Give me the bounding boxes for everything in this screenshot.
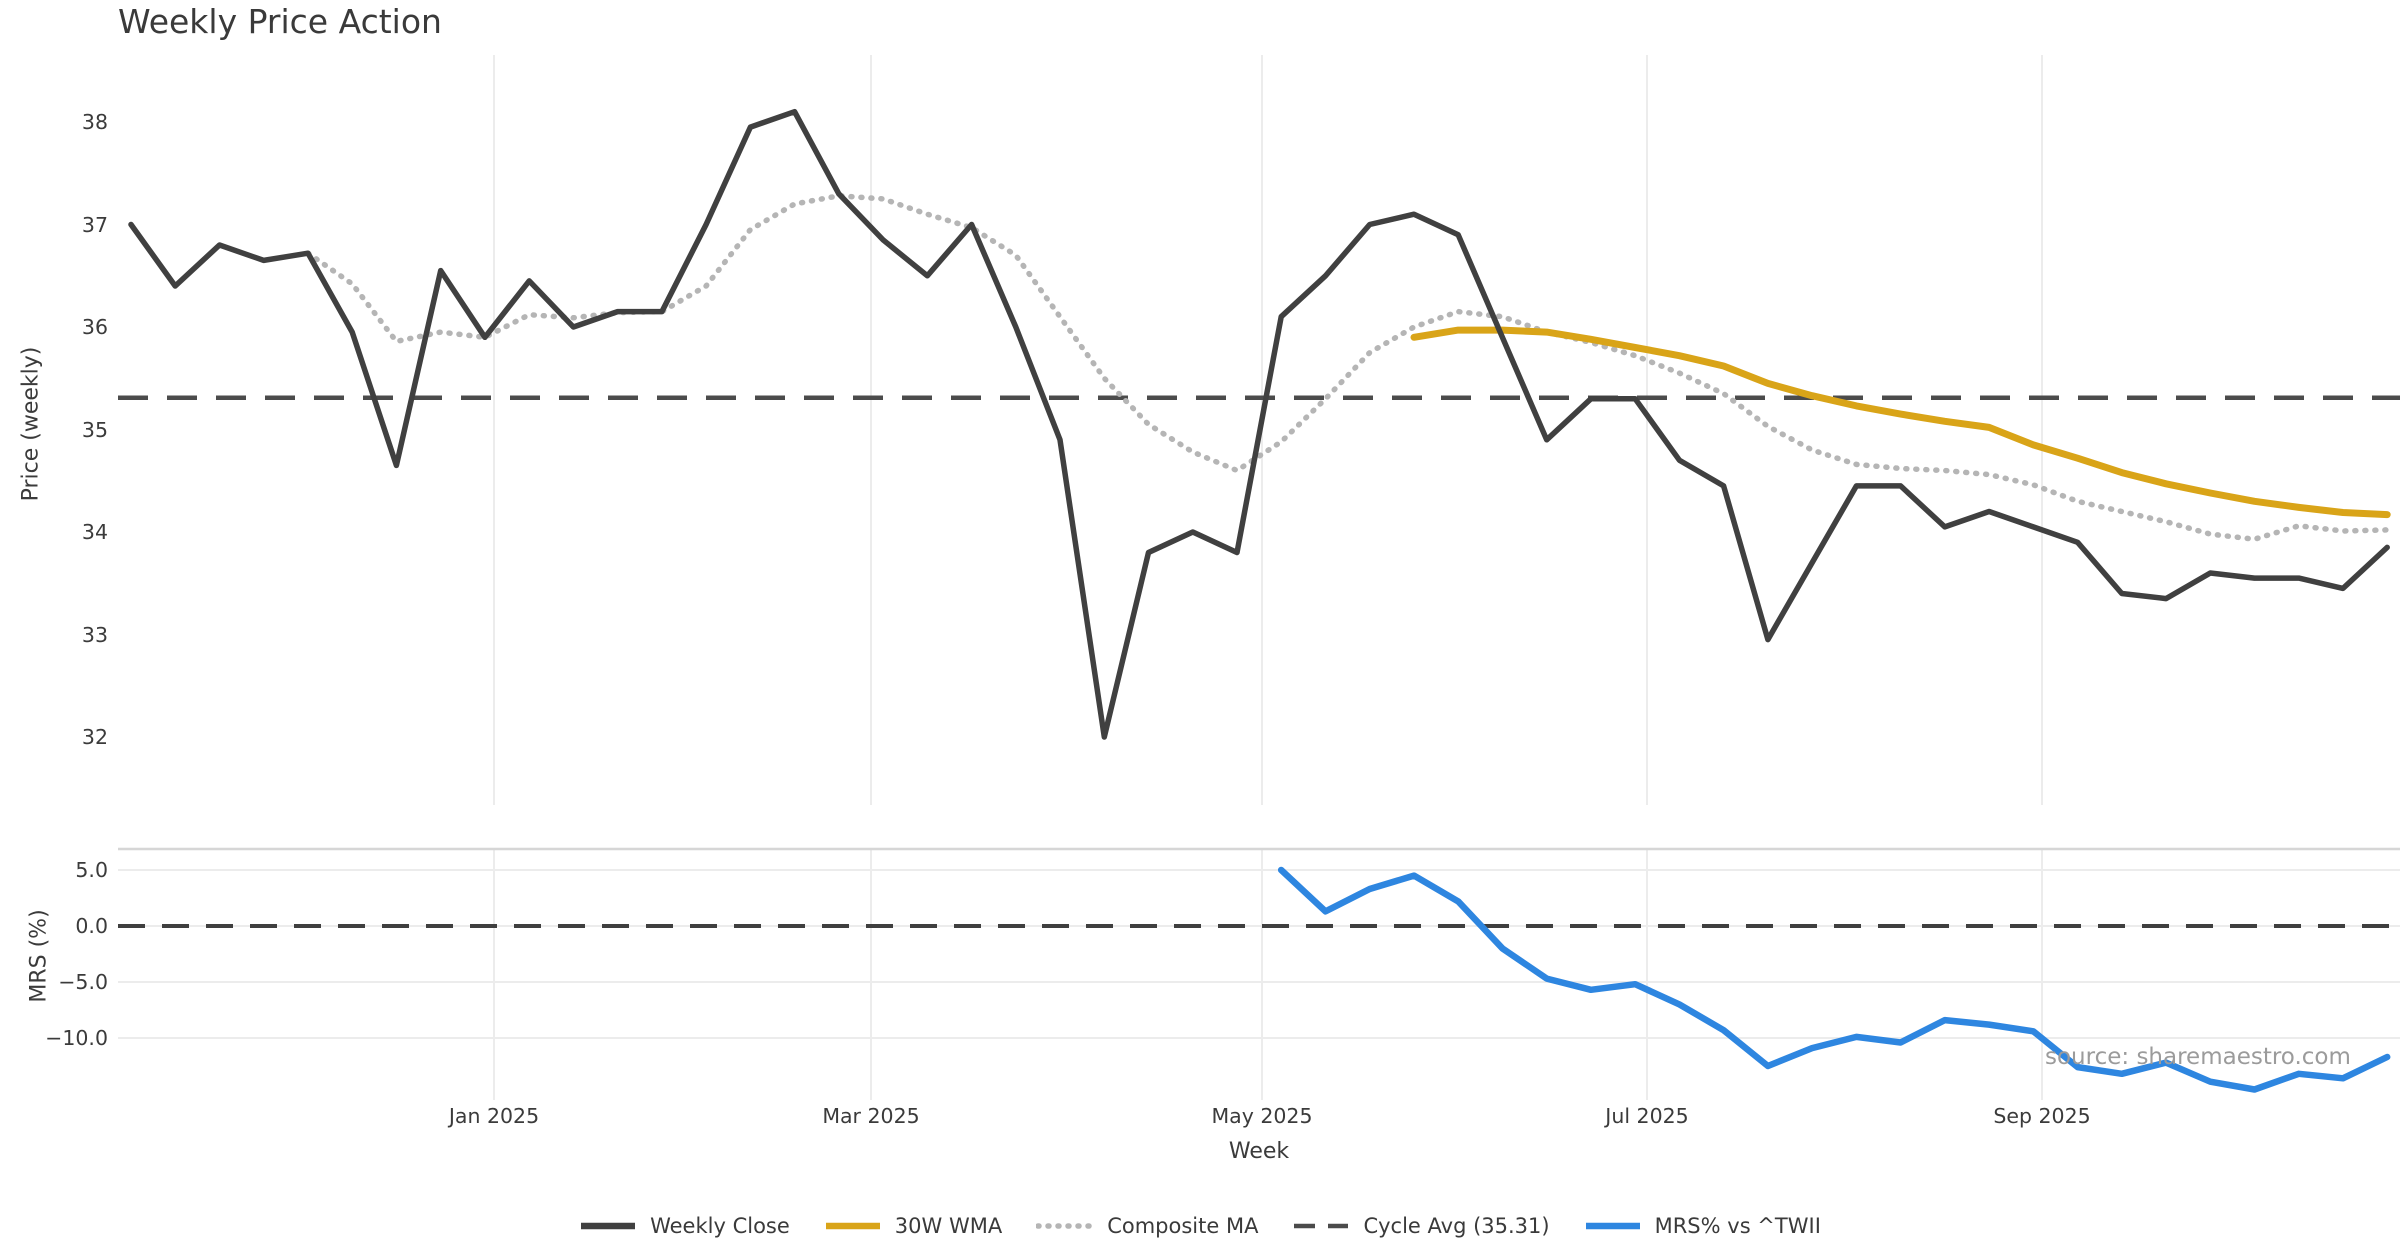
- legend-label: Weekly Close: [650, 1214, 790, 1238]
- legend-label: Composite MA: [1107, 1214, 1258, 1238]
- y-tick-price-33: 33: [16, 621, 108, 649]
- x-axis-label: Week: [1159, 1139, 1359, 1164]
- top-panel-gridlines: [494, 55, 2042, 805]
- legend-item-cycle-avg-35-31-: Cycle Avg (35.31): [1292, 1214, 1549, 1238]
- y-tick-mrs-−5.0: −5.0: [16, 968, 108, 996]
- legend-line-swatch: [579, 1220, 637, 1232]
- legend-label: Cycle Avg (35.31): [1363, 1214, 1549, 1238]
- x-tick-Jul-2025: Jul 2025: [1557, 1102, 1737, 1130]
- y-tick-mrs-0.0: 0.0: [16, 912, 108, 940]
- y-tick-price-37: 37: [16, 211, 108, 239]
- chart-title: Weekly Price Action: [118, 2, 442, 41]
- weekly-close-line: [131, 112, 2387, 737]
- legend-item-composite-ma: Composite MA: [1036, 1214, 1258, 1238]
- legend-label: 30W WMA: [895, 1214, 1002, 1238]
- source-note: source: sharemaestro.com: [2045, 1044, 2351, 1070]
- x-tick-Sep-2025: Sep 2025: [1952, 1102, 2132, 1130]
- legend-label: MRS% vs ^TWII: [1655, 1214, 1821, 1238]
- legend-item-weekly-close: Weekly Close: [579, 1214, 790, 1238]
- y-tick-price-38: 38: [16, 108, 108, 136]
- y-tick-mrs-5.0: 5.0: [16, 856, 108, 884]
- y-tick-price-36: 36: [16, 313, 108, 341]
- y-tick-price-34: 34: [16, 518, 108, 546]
- legend-line-swatch: [1036, 1220, 1094, 1232]
- price-mrs-chart: [0, 0, 2400, 1260]
- x-tick-May-2025: May 2025: [1172, 1102, 1352, 1130]
- legend: Weekly Close 30W WMA Composite MA Cycle Avg…: [0, 1214, 2400, 1238]
- y-tick-mrs-−10.0: −10.0: [16, 1024, 108, 1052]
- legend-item-mrs-vs-twii: MRS% vs ^TWII: [1584, 1214, 1821, 1238]
- x-tick-Jan-2025: Jan 2025: [404, 1102, 584, 1130]
- legend-line-swatch: [1584, 1220, 1642, 1232]
- y-tick-price-32: 32: [16, 723, 108, 751]
- legend-line-swatch: [1292, 1220, 1350, 1232]
- y-tick-price-35: 35: [16, 416, 108, 444]
- legend-item-30w-wma: 30W WMA: [824, 1214, 1002, 1238]
- legend-line-swatch: [824, 1220, 882, 1232]
- chart-figure: Weekly Price Action Price (weekly) MRS (…: [0, 0, 2400, 1260]
- x-tick-Mar-2025: Mar 2025: [781, 1102, 961, 1130]
